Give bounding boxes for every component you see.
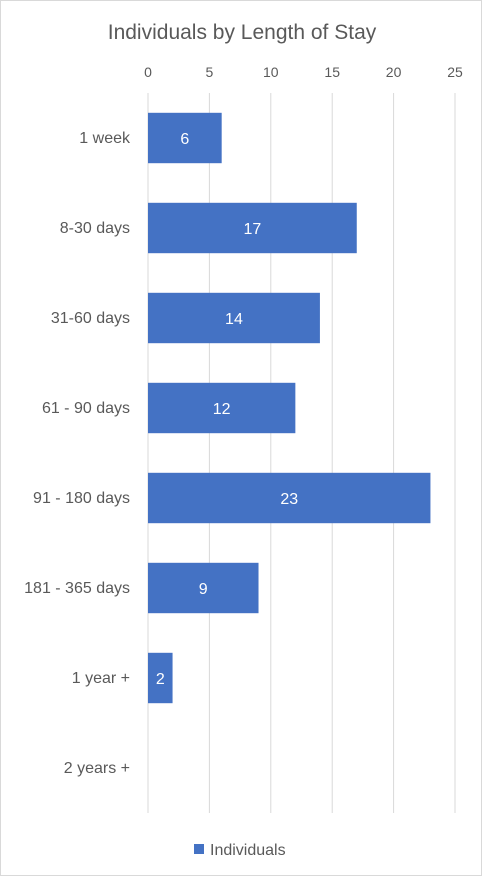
category-label: 1 year + [72,670,130,687]
data-label: 2 [156,671,165,688]
x-tick-label: 20 [386,64,402,80]
category-label: 181 - 365 days [24,580,130,597]
chart-title: Individuals by Length of Stay [108,21,377,44]
data-labels: 6 17 14 12 23 9 2 [156,131,298,688]
bar [148,652,173,704]
x-tick-label: 5 [206,64,214,80]
data-label: 12 [213,401,231,418]
data-label: 6 [180,131,189,148]
bar [148,202,357,254]
gridlines [147,93,456,813]
legend: Individuals [194,842,286,859]
x-tick-label: 10 [263,64,279,80]
x-tick-label: 25 [447,64,463,80]
category-labels: 1 week 8-30 days 31-60 days 61 - 90 days 91 … [24,130,131,777]
category-label: 91 - 180 days [33,490,130,507]
category-label: 61 - 90 days [42,400,130,417]
data-label: 9 [199,581,208,598]
category-label: 8-30 days [60,220,130,237]
bar [148,562,259,614]
bar [148,382,296,434]
category-label: 1 week [79,130,131,147]
bars [148,112,431,704]
category-label: 2 years + [64,760,130,777]
category-label: 31-60 days [51,310,130,327]
bar [148,472,431,524]
data-label: 17 [243,221,261,238]
data-label: 23 [280,491,298,508]
x-tick-label: 15 [324,64,340,80]
bar [148,292,320,344]
x-axis-ticks: 0 5 10 15 20 25 [144,64,463,80]
x-tick-label: 0 [144,64,152,80]
legend-label: Individuals [210,842,286,859]
data-label: 14 [225,311,243,328]
bar [148,112,222,164]
legend-swatch [194,844,204,854]
